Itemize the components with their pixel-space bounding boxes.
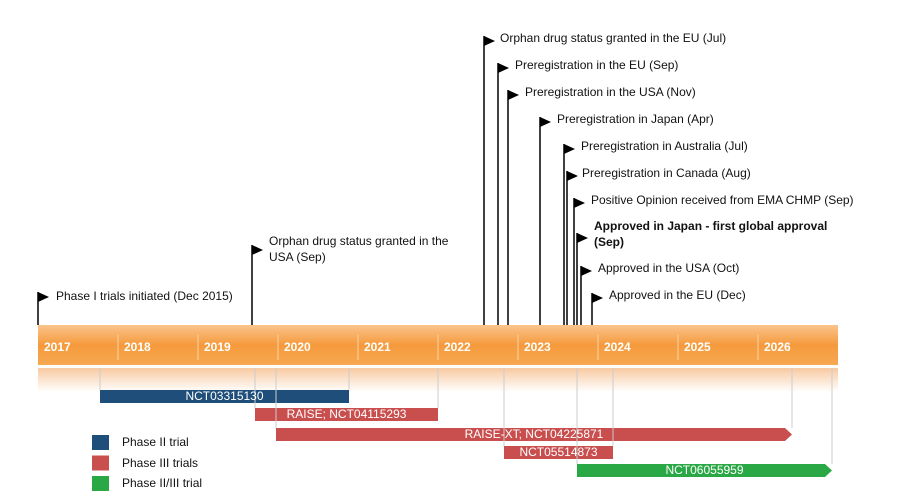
milestone-label: Approved in the USA (Oct)	[598, 261, 740, 275]
year-label: 2026	[764, 340, 791, 354]
milestone-label: Phase I trials initiated (Dec 2015)	[56, 289, 233, 303]
legend-swatch	[92, 435, 109, 450]
milestone-flag	[508, 90, 519, 100]
year-label: 2022	[444, 340, 471, 354]
milestone-flag	[577, 233, 588, 243]
trial-label: RAISE; NCT04115293	[286, 407, 407, 421]
milestone-label: Positive Opinion received from EMA CHMP …	[591, 193, 854, 207]
milestone-flag	[592, 293, 603, 303]
milestone-label: Orphan drug status granted in the EU (Ju…	[500, 31, 727, 45]
year-label: 2018	[124, 340, 151, 354]
trial-bar	[100, 390, 349, 403]
milestone-flag	[252, 245, 263, 255]
milestone-label: Preregistration in Japan (Apr)	[557, 112, 714, 126]
legend-label: Phase III trials	[122, 455, 199, 470]
milestone-label: Preregistration in Canada (Aug)	[582, 166, 751, 180]
milestone-label: Preregistration in the EU (Sep)	[515, 58, 679, 72]
trial-label: NCT06055959	[665, 463, 744, 477]
milestone-flag	[564, 144, 575, 154]
trial-bar	[577, 464, 832, 477]
trial-bar	[276, 428, 792, 441]
milestone-flag	[567, 171, 578, 181]
legend-swatch	[92, 476, 109, 491]
legend-label: Phase II trial	[122, 435, 189, 449]
milestone-label: Approved in Japan - first global approva…	[594, 219, 828, 249]
year-label: 2021	[364, 340, 391, 354]
milestone-flag	[38, 292, 49, 302]
milestone-label: Orphan drug status granted in the USA (S…	[269, 234, 449, 264]
year-label: 2023	[524, 340, 551, 354]
milestone-flag	[484, 36, 495, 46]
milestone-label: Preregistration in the USA (Nov)	[525, 85, 696, 99]
year-label: 2020	[284, 340, 311, 354]
milestone-label: Preregistration in Australia (Jul)	[581, 139, 748, 153]
trial-label: NCT05514873	[519, 445, 598, 459]
trial-bar	[255, 408, 438, 421]
trial-label: RAISE-XT; NCT04225871	[464, 427, 604, 441]
legend-label: Phase II/III trial	[122, 476, 203, 490]
milestone-flag	[581, 266, 592, 276]
year-label: 2017	[44, 340, 71, 354]
milestone-label: Approved in the EU (Dec)	[609, 288, 746, 302]
milestone-flag	[498, 63, 509, 73]
year-label: 2024	[604, 340, 631, 354]
trial-bar	[504, 446, 613, 459]
legend-swatch	[92, 455, 109, 471]
year-label: 2019	[204, 340, 231, 354]
milestone-flag	[540, 117, 551, 127]
trial-label: NCT03315130	[185, 389, 264, 403]
milestone-flag	[574, 198, 585, 208]
year-label: 2025	[684, 340, 711, 354]
